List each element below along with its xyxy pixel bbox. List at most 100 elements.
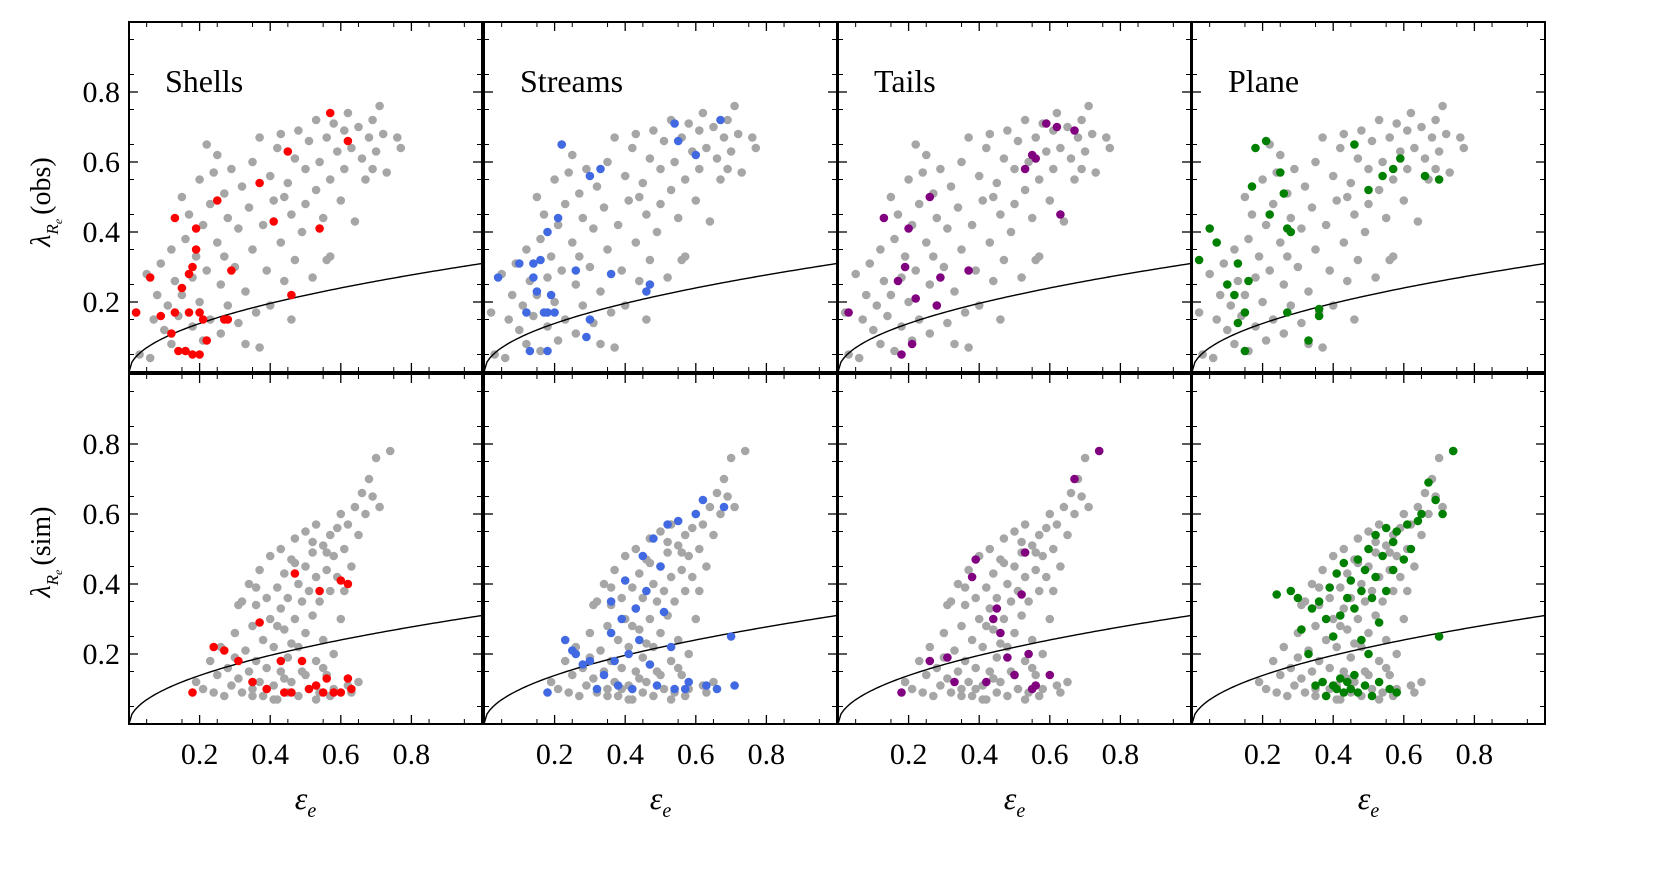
background-point bbox=[1360, 597, 1370, 606]
highlight-point bbox=[343, 136, 353, 146]
background-point bbox=[733, 129, 743, 139]
background-point bbox=[244, 203, 254, 212]
background-point bbox=[276, 544, 286, 554]
background-point bbox=[610, 565, 619, 575]
panel-frame bbox=[1191, 373, 1546, 725]
highlight-point bbox=[1350, 604, 1359, 613]
background-point bbox=[740, 446, 750, 456]
background-point bbox=[1059, 217, 1069, 226]
background-point bbox=[953, 203, 963, 212]
x-tick-label: 0.4 bbox=[251, 738, 289, 771]
highlight-point bbox=[1261, 136, 1271, 146]
background-point bbox=[371, 147, 381, 156]
background-point bbox=[1215, 290, 1225, 300]
highlight-point bbox=[347, 684, 356, 694]
background-point bbox=[620, 551, 630, 561]
background-point bbox=[220, 691, 229, 701]
background-point bbox=[536, 346, 545, 356]
background-point bbox=[1364, 164, 1373, 174]
background-point bbox=[886, 290, 896, 300]
background-point bbox=[251, 600, 261, 610]
panel-title: Shells bbox=[165, 63, 243, 99]
background-point bbox=[582, 681, 591, 690]
highlight-point bbox=[174, 346, 183, 356]
highlight-point bbox=[716, 115, 725, 125]
background-point bbox=[248, 245, 257, 254]
highlight-point bbox=[1360, 681, 1370, 690]
background-point bbox=[248, 157, 257, 167]
background-point bbox=[1049, 586, 1058, 596]
panel-plot-area bbox=[484, 446, 837, 724]
background-point bbox=[262, 663, 271, 673]
highlight-point bbox=[195, 308, 204, 317]
background-point bbox=[656, 527, 665, 536]
highlight-point bbox=[131, 308, 141, 317]
highlight-point bbox=[599, 670, 609, 680]
background-point bbox=[230, 628, 240, 638]
background-point bbox=[220, 252, 229, 261]
background-point bbox=[1038, 649, 1047, 659]
background-point bbox=[1010, 199, 1019, 209]
highlight-point bbox=[536, 255, 545, 265]
background-point bbox=[276, 129, 286, 139]
background-point bbox=[996, 677, 1005, 687]
highlight-point bbox=[1367, 593, 1377, 603]
highlight-point bbox=[1010, 670, 1019, 680]
highlight-point bbox=[493, 273, 503, 282]
background-point bbox=[546, 252, 556, 261]
highlight-point bbox=[1003, 653, 1012, 662]
background-point bbox=[680, 586, 690, 596]
highlight-point bbox=[596, 164, 605, 174]
background-point bbox=[1223, 325, 1232, 335]
background-point bbox=[705, 217, 715, 226]
highlight-point bbox=[1343, 593, 1352, 603]
background-point bbox=[922, 150, 931, 160]
background-point bbox=[606, 308, 616, 317]
background-point bbox=[1325, 663, 1334, 673]
x-tick-label: 0.4 bbox=[606, 738, 644, 771]
background-point bbox=[371, 453, 381, 463]
background-point bbox=[297, 227, 307, 237]
background-point bbox=[145, 353, 155, 363]
panel-plot-area bbox=[838, 446, 1191, 724]
background-point bbox=[347, 143, 356, 153]
highlight-point bbox=[1318, 677, 1327, 687]
background-point bbox=[393, 133, 402, 142]
panel-plot-area bbox=[129, 446, 482, 724]
highlight-point bbox=[691, 150, 701, 160]
background-point bbox=[1336, 583, 1345, 592]
highlight-point bbox=[343, 674, 353, 683]
highlight-point bbox=[553, 213, 563, 223]
background-point bbox=[666, 185, 676, 195]
background-point bbox=[216, 329, 226, 338]
highlight-point bbox=[262, 684, 271, 694]
background-point bbox=[589, 224, 598, 233]
background-point bbox=[716, 175, 725, 184]
background-point bbox=[652, 597, 662, 606]
highlight-point bbox=[1070, 474, 1079, 484]
background-point bbox=[861, 290, 871, 300]
background-point bbox=[673, 213, 683, 223]
background-point bbox=[1268, 656, 1278, 666]
background-point bbox=[1031, 670, 1040, 680]
background-point bbox=[1042, 147, 1051, 156]
background-point bbox=[308, 611, 317, 620]
highlight-point bbox=[628, 684, 637, 694]
background-point bbox=[985, 129, 995, 139]
background-point bbox=[1339, 667, 1349, 676]
background-point bbox=[635, 674, 644, 683]
background-point bbox=[631, 129, 641, 139]
background-point bbox=[996, 210, 1005, 219]
highlight-point bbox=[1385, 684, 1394, 694]
background-point bbox=[656, 164, 665, 174]
highlight-point bbox=[606, 597, 616, 606]
background-point bbox=[1297, 674, 1306, 683]
background-point bbox=[844, 350, 853, 359]
background-point bbox=[311, 572, 321, 582]
background-point bbox=[666, 572, 676, 582]
highlight-point bbox=[606, 628, 616, 638]
highlight-point bbox=[879, 213, 889, 223]
highlight-point bbox=[1240, 308, 1250, 317]
background-point bbox=[1417, 677, 1426, 687]
y-tick-label: 0.2 bbox=[83, 286, 121, 319]
